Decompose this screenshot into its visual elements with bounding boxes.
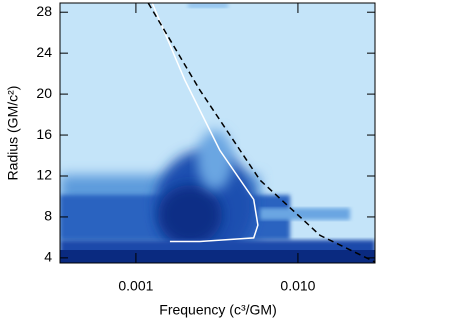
heatmap [60,3,375,263]
heatmap-region [260,208,350,220]
x-tick-label: 0.010 [280,278,315,294]
curve [147,2,376,263]
y-tick-label: 4 [44,249,52,265]
plot-frame [59,2,376,264]
y-tick-label: 20 [36,85,52,101]
y-tick-label: 24 [36,44,52,60]
y-tick-label: 12 [36,167,52,183]
heatmap-region [60,250,375,263]
heatmap-region [197,130,233,190]
curves [147,2,376,263]
heatmap-region [188,3,228,8]
heatmap-region [158,185,222,245]
y-tick-label: 28 [36,3,52,19]
y-tick-label: 16 [36,126,52,142]
x-axis-label: Frequency (c³/GM) [159,302,276,318]
x-tick-label: 0.001 [118,278,153,294]
curve [151,2,259,243]
y-tick-label: 8 [44,208,52,224]
y-axis-label: Radius (GM/c²) [5,86,21,181]
